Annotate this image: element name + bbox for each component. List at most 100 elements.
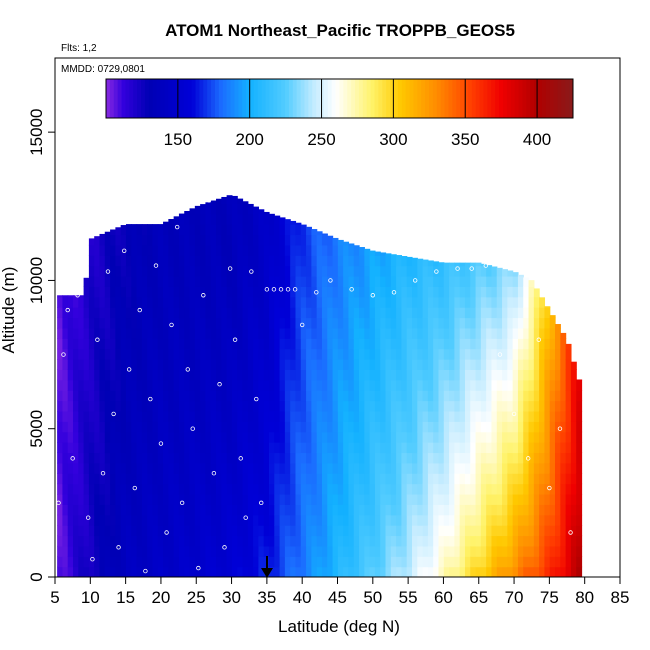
heatmap-cell: [168, 514, 175, 526]
heatmap-cell: [168, 369, 175, 381]
colorbar-segment: [288, 79, 294, 118]
heatmap-cell: [110, 535, 116, 547]
heatmap-cell: [306, 431, 312, 443]
heatmap-cell: [496, 317, 503, 329]
heatmap-cell: [152, 296, 159, 308]
heatmap-cell: [110, 545, 116, 557]
heatmap-cell: [327, 348, 334, 360]
heatmap-cell: [290, 493, 297, 505]
heatmap-cell: [449, 262, 455, 267]
heatmap-cell: [184, 410, 191, 422]
heatmap-cell: [184, 462, 191, 474]
heatmap-cell: [94, 535, 101, 547]
heatmap-cell: [417, 327, 424, 339]
heatmap-cell: [359, 535, 365, 547]
heatmap-cell: [57, 348, 64, 360]
heatmap-cell: [221, 317, 228, 329]
heatmap-cell: [539, 379, 546, 391]
heatmap-cell: [216, 348, 222, 360]
heatmap-cell: [210, 255, 217, 267]
heatmap-cell: [475, 483, 482, 495]
heatmap-cell: [226, 514, 233, 526]
heatmap-cell: [512, 514, 519, 526]
heatmap-cell: [507, 462, 514, 474]
heatmap-cell: [449, 556, 455, 568]
heatmap-cell: [125, 473, 132, 485]
heatmap-cell: [157, 493, 164, 505]
heatmap-cell: [295, 421, 302, 433]
heatmap-cell: [184, 545, 191, 557]
heatmap-cell: [83, 390, 90, 402]
heatmap-cell: [157, 556, 164, 568]
heatmap-cell: [189, 213, 196, 225]
heatmap-cell: [385, 265, 392, 277]
heatmap-cell: [459, 400, 466, 412]
colorbar-segment: [464, 79, 469, 118]
heatmap-cell: [300, 442, 307, 454]
heatmap-cell: [374, 431, 381, 443]
heatmap-cell: [560, 369, 567, 381]
heatmap-cell: [62, 473, 69, 485]
heatmap-cell: [427, 338, 434, 350]
heatmap-cell: [173, 504, 180, 516]
heatmap-cell: [560, 514, 567, 526]
heatmap-cell: [253, 504, 259, 516]
heatmap-cell: [449, 545, 455, 557]
sample-point: [164, 530, 169, 535]
colorbar-segment: [277, 79, 282, 118]
heatmap-cell: [343, 556, 350, 568]
heatmap-cell: [321, 234, 328, 246]
heatmap-cell: [242, 452, 249, 464]
heatmap-cell: [369, 556, 376, 568]
heatmap-cell: [512, 545, 519, 557]
heatmap-cell: [99, 545, 106, 557]
heatmap-cell: [306, 338, 312, 350]
heatmap-cell: [502, 390, 508, 402]
heatmap-cell: [226, 327, 233, 339]
heatmap-cell: [173, 369, 180, 381]
heatmap-cell: [226, 224, 233, 236]
heatmap-cell: [67, 566, 74, 577]
heatmap-cell: [454, 483, 461, 495]
heatmap-cell: [184, 525, 191, 537]
heatmap-cell: [120, 327, 127, 339]
heatmap-cell: [184, 369, 191, 381]
heatmap-cell: [99, 234, 106, 246]
heatmap-cell: [173, 410, 180, 422]
heatmap-cell: [57, 535, 64, 547]
heatmap-cell: [210, 234, 217, 246]
heatmap-cell: [449, 535, 455, 547]
heatmap-cell: [178, 442, 185, 454]
heatmap-cell: [496, 431, 503, 443]
heatmap-cell: [205, 535, 212, 547]
heatmap-cell: [178, 307, 185, 319]
heatmap-cell: [253, 462, 259, 474]
heatmap-cell: [539, 452, 546, 464]
heatmap-cell: [83, 493, 90, 505]
heatmap-cell: [496, 327, 503, 339]
heatmap-cell: [348, 244, 355, 256]
heatmap-cell: [390, 379, 397, 391]
colorbar-segment: [467, 79, 473, 118]
heatmap-cell: [237, 410, 244, 422]
heatmap-cell: [316, 348, 323, 360]
heatmap-cell: [491, 535, 498, 547]
heatmap-cell: [343, 473, 350, 485]
heatmap-cell: [231, 504, 238, 516]
heatmap-cell: [284, 400, 291, 412]
y-tick-label: 0: [27, 572, 46, 581]
heatmap-cell: [507, 514, 514, 526]
heatmap-cell: [78, 421, 85, 433]
heatmap-cell: [242, 421, 249, 433]
heatmap-cell: [279, 483, 286, 495]
heatmap-cell: [210, 369, 217, 381]
heatmap-cell: [136, 400, 143, 412]
heatmap-cell: [253, 379, 259, 391]
heatmap-cell: [168, 327, 175, 339]
heatmap-cell: [348, 421, 355, 433]
heatmap-cell: [348, 275, 355, 287]
colorbar-segment: [393, 79, 399, 118]
heatmap-cell: [412, 410, 418, 422]
heatmap-cell: [565, 473, 572, 485]
heatmap-cell: [231, 421, 238, 433]
